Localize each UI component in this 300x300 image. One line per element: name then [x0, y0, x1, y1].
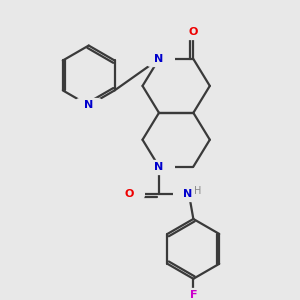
- Text: F: F: [190, 290, 197, 300]
- Text: N: N: [154, 162, 164, 172]
- Text: O: O: [189, 27, 198, 37]
- Text: N: N: [84, 100, 93, 110]
- Text: H: H: [194, 187, 201, 196]
- Text: N: N: [154, 54, 164, 64]
- Text: N: N: [183, 189, 192, 199]
- Text: O: O: [124, 189, 134, 199]
